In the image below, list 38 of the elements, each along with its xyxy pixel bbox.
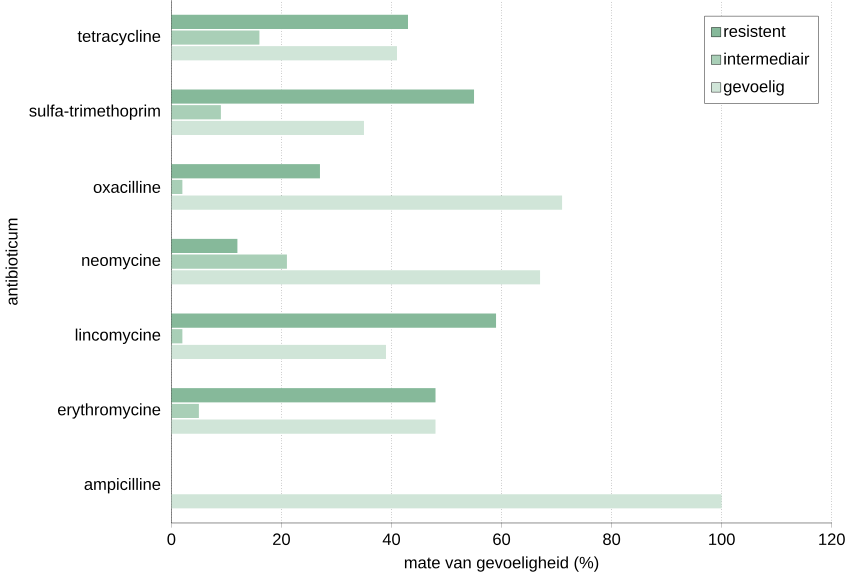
y-tick-label: oxacilline: [94, 180, 160, 193]
bar: [171, 238, 238, 253]
x-tick-label: 0: [167, 533, 176, 545]
bar: [171, 180, 182, 194]
bar: [171, 164, 320, 178]
legend-label: resistent: [724, 24, 786, 37]
bar: [171, 329, 182, 344]
bar: [171, 344, 386, 359]
y-tick-label: neomycine: [82, 254, 160, 270]
legend-label: gevoelig: [724, 80, 784, 96]
y-tick-label: erythromycine: [58, 403, 160, 419]
bar: [171, 388, 436, 402]
bar: [171, 313, 496, 328]
bar: [171, 270, 540, 284]
bar: [171, 120, 364, 135]
bar: [171, 195, 562, 210]
x-axis-title: mate van gevoeligheid (%): [404, 556, 598, 572]
bar: [171, 254, 287, 269]
legend-label: intermediair: [724, 52, 810, 65]
y-tick-label: tetracycline: [78, 30, 160, 46]
y-tick-label: lincomycine: [76, 328, 160, 344]
bar: [171, 494, 722, 508]
y-tick-label: sulfa-trimethoprim: [29, 104, 160, 120]
bar: [171, 89, 474, 104]
x-tick-label: 100: [709, 533, 735, 545]
bar: [171, 46, 397, 60]
bar: [171, 105, 221, 120]
x-tick-label: 60: [493, 533, 510, 545]
bar: [171, 14, 408, 29]
y-tick-label: ampicilline: [84, 478, 160, 494]
x-tick-label: 40: [382, 533, 400, 545]
bar: [171, 30, 260, 45]
x-tick-label: 20: [273, 533, 290, 545]
bar: [171, 404, 199, 418]
bar: [171, 419, 436, 434]
y-axis-title: antibioticum: [6, 218, 18, 305]
x-tick-label: 120: [819, 533, 845, 545]
x-tick-label: 80: [603, 533, 620, 545]
